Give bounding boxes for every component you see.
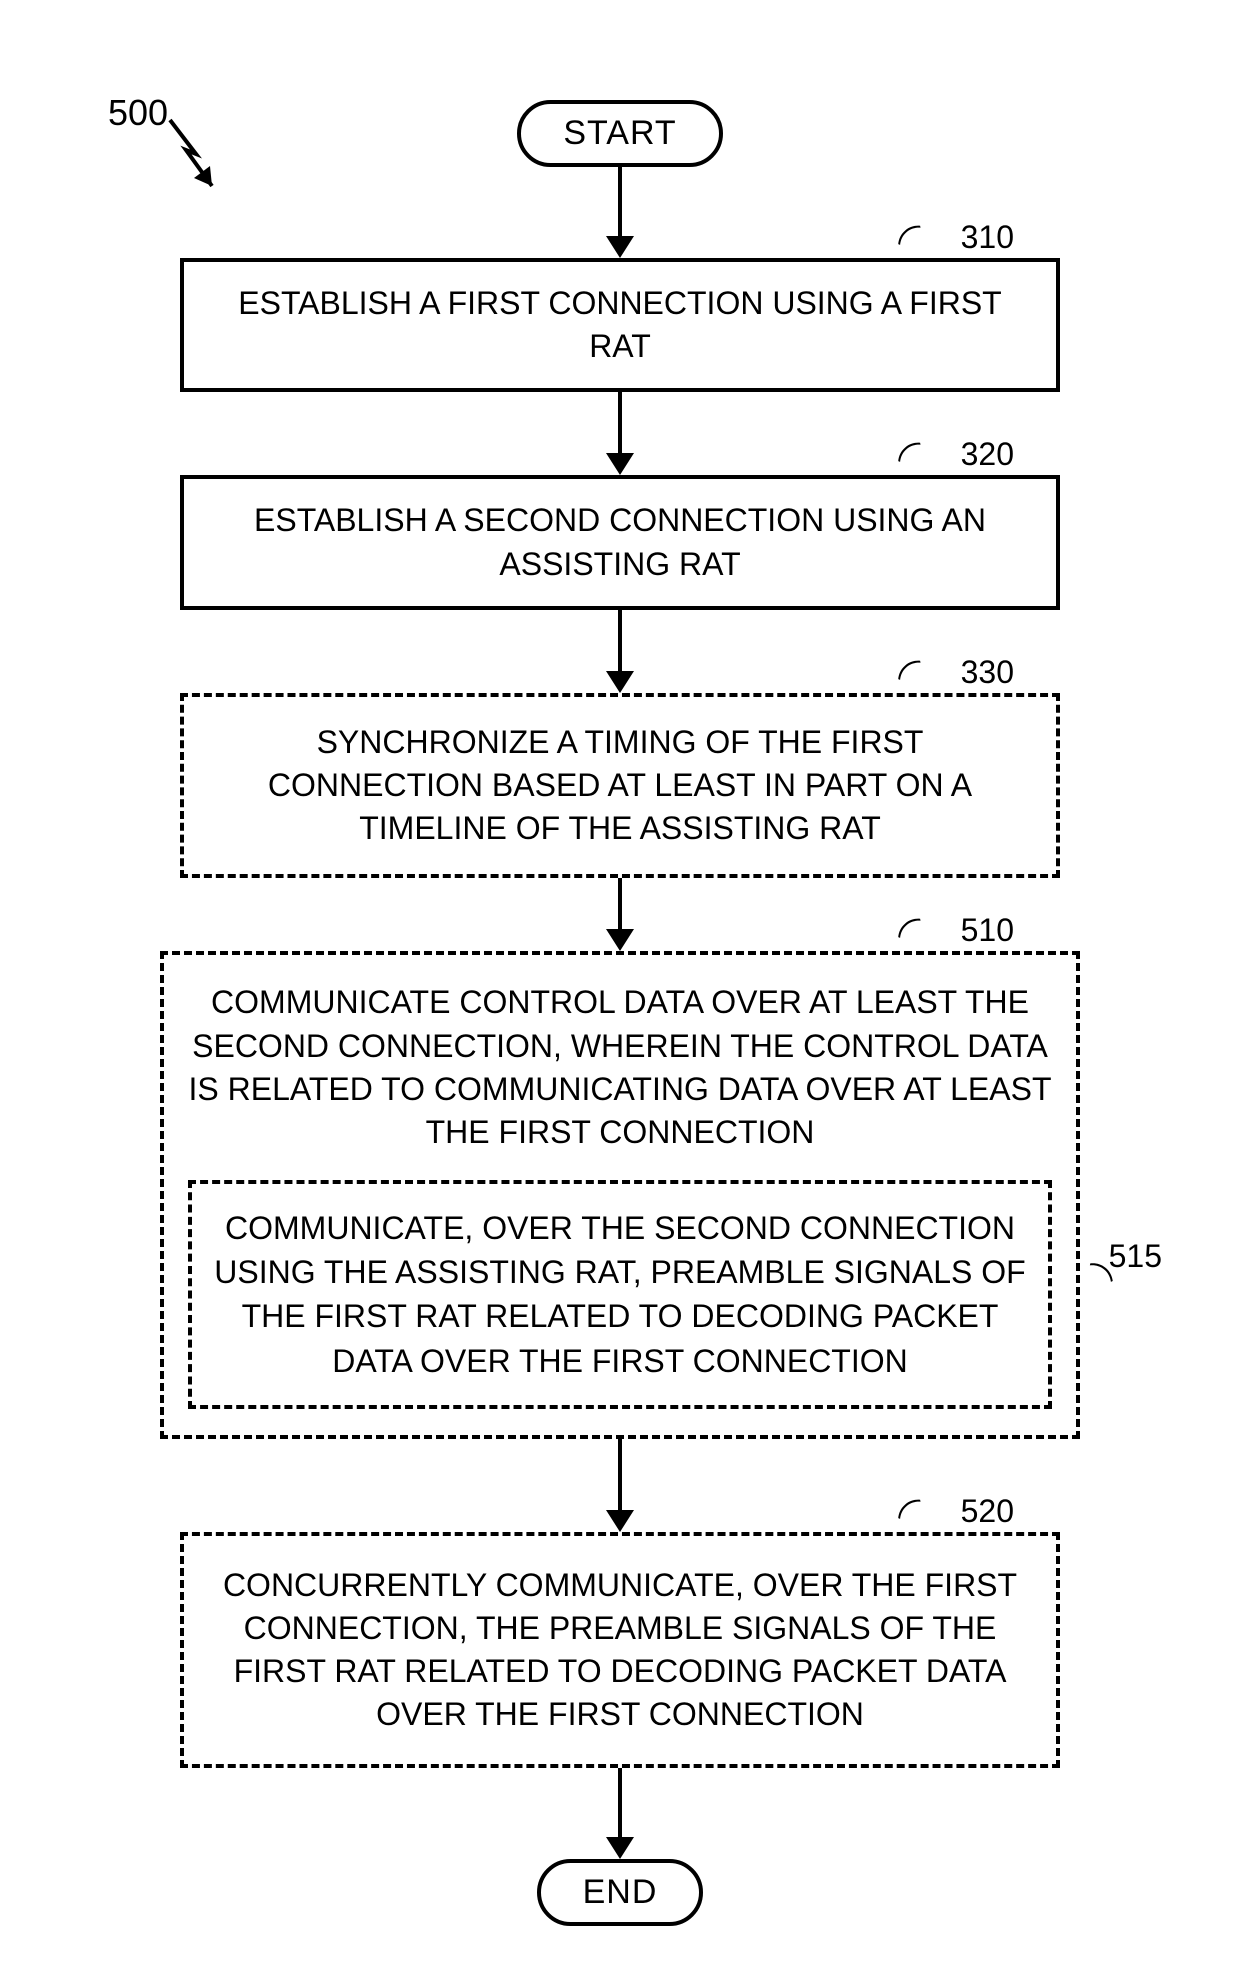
step-510-text: COMMUNICATE CONTROL DATA OVER AT LEAST T… xyxy=(189,984,1052,1150)
arrow xyxy=(606,610,634,693)
arrow xyxy=(606,167,634,258)
step-515-text: COMMUNICATE, OVER THE SECOND CONNECTION … xyxy=(214,1210,1025,1378)
ref-tick: ⌒ xyxy=(895,222,937,264)
step-520-text: CONCURRENTLY COMMUNICATE, OVER THE FIRST… xyxy=(223,1567,1017,1733)
ref-515: 515 xyxy=(1109,1235,1162,1278)
ref-tick: ⌒ xyxy=(895,439,937,481)
ref-tick: ⌒ xyxy=(895,915,937,957)
step-330: SYNCHRONIZE A TIMING OF THE FIRST CONNEC… xyxy=(180,693,1060,879)
step-510: COMMUNICATE CONTROL DATA OVER AT LEAST T… xyxy=(160,951,1080,1438)
ref-320: 320 xyxy=(961,433,1014,476)
step-320: ESTABLISH A SECOND CONNECTION USING AN A… xyxy=(180,475,1060,609)
step-520: CONCURRENTLY COMMUNICATE, OVER THE FIRST… xyxy=(180,1532,1060,1769)
ref-510: 510 xyxy=(961,909,1014,952)
ref-tick: ⌒ xyxy=(895,1495,937,1537)
step-330-text: SYNCHRONIZE A TIMING OF THE FIRST CONNEC… xyxy=(268,724,972,846)
step-310: ESTABLISH A FIRST CONNECTION USING A FIR… xyxy=(180,258,1060,392)
start-terminator: START xyxy=(517,100,722,167)
ref-330: 330 xyxy=(961,651,1014,694)
ref-520: 520 xyxy=(961,1490,1014,1533)
flowchart: START ESTABLISH A FIRST CONNECTION USING… xyxy=(160,100,1080,1926)
arrow xyxy=(606,878,634,951)
step-310-text: ESTABLISH A FIRST CONNECTION USING A FIR… xyxy=(238,285,1001,364)
step-320-text: ESTABLISH A SECOND CONNECTION USING AN A… xyxy=(254,502,986,581)
ref-tick: ⌒ xyxy=(895,656,937,698)
arrow xyxy=(606,1768,634,1859)
arrow xyxy=(606,392,634,475)
step-515: COMMUNICATE, OVER THE SECOND CONNECTION … xyxy=(188,1180,1052,1409)
arrow xyxy=(606,1439,634,1532)
ref-310: 310 xyxy=(961,216,1014,259)
end-terminator: END xyxy=(537,1859,704,1926)
